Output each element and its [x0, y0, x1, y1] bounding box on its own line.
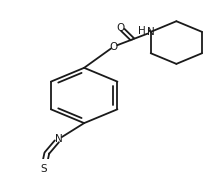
- Text: H: H: [139, 26, 146, 37]
- Text: N: N: [55, 134, 63, 144]
- Text: N: N: [147, 27, 155, 37]
- Text: O: O: [116, 22, 124, 33]
- Text: S: S: [40, 164, 47, 173]
- Text: O: O: [110, 42, 118, 52]
